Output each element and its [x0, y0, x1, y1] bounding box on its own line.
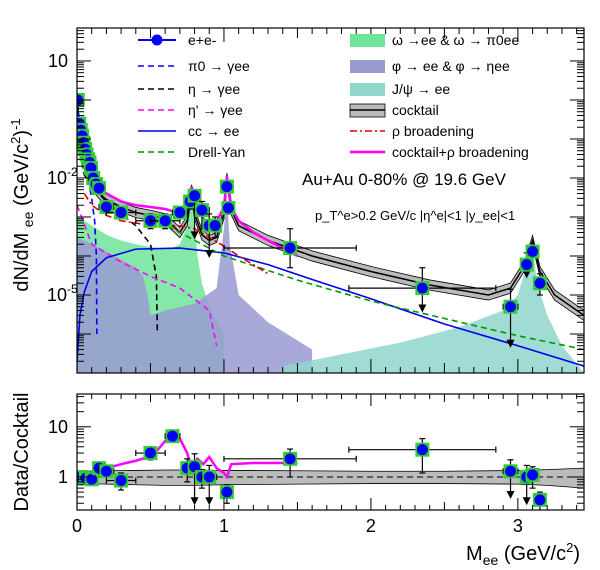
x-tick-label: 1: [219, 516, 229, 536]
x-tick-label: 3: [513, 516, 523, 536]
data-point-marker: [534, 277, 546, 289]
data-point-marker: [189, 190, 201, 202]
x-axis-title: Mee (GeV/c2): [466, 540, 580, 568]
legend-swatch-ee-ee: [350, 60, 385, 73]
bottom-panel: 0 1 2 3 1 10 Data/Cocktail Mee (GeV/c2): [11, 393, 585, 568]
bottom-y-axis-title: Data/Cocktail: [11, 393, 33, 512]
x-tick-label: 0: [72, 516, 82, 536]
top-y-axis-title: dN/dM ee (GeV/c2)-1: [8, 118, 36, 291]
data-point-marker: [100, 201, 112, 213]
ratio-point-marker: [221, 486, 233, 498]
top-panel: 10 10-2 10-5 dN/dM ee (GeV/c2)-1 e+e-π0 → …: [8, 27, 585, 374]
legend-marker-dot: [151, 34, 163, 46]
data-point-marker: [284, 242, 296, 254]
cuts-annotation: p_T^e>0.2 GeV/c |η^e|<1 |y_ee|<1: [315, 208, 515, 223]
ratio-point-marker: [416, 444, 428, 456]
data-point-marker: [85, 162, 97, 174]
legend-label-cocktail-broadening: cocktail+ρ broadening: [392, 144, 529, 160]
ratio-point-upper-limit-arrow: [190, 497, 199, 506]
data-point-marker: [159, 215, 171, 227]
legend: e+e-π0 → γee η → γee η' → γee cc → ee Drell-…: [138, 32, 529, 160]
bottom-frame: [76, 393, 585, 511]
ratio-point-upper-limit-arrow: [205, 497, 214, 506]
data-point-upper-limit-arrow: [522, 270, 531, 279]
data-point-marker: [222, 202, 234, 214]
top-y-tick-labels: 10 10-2 10-5: [47, 51, 78, 305]
ratio-point-marker: [189, 461, 201, 473]
area-ee-ee: [77, 193, 313, 373]
top-y-ticks: [77, 27, 584, 374]
legend-label-cc-ee: cc → ee: [188, 123, 240, 139]
legend-label-cocktail: cocktail: [392, 102, 439, 118]
ratio-point-upper-limit-arrow: [522, 497, 531, 506]
data-point-marker: [115, 207, 127, 219]
y-tick-label: 10-5: [47, 282, 78, 305]
bottom-x-tick-labels: 0 1 2 3: [72, 516, 523, 536]
bottom-x-ticks: [76, 394, 578, 510]
data-point-marker: [527, 246, 539, 258]
line-drell-yan: [150, 216, 584, 351]
data-point-marker: [93, 182, 105, 194]
ratio-point-marker: [203, 471, 215, 483]
y-tick-label: 10: [48, 51, 68, 71]
ratio-point-marker: [527, 469, 539, 481]
legend-label-broadening: ρ broadening: [392, 123, 474, 139]
ratio-point-marker: [284, 453, 296, 465]
ratio-point-upper-limit-arrow: [506, 490, 515, 499]
legend-label-ee: η → γee: [188, 81, 240, 97]
legend-label-drell-yan: Drell-Yan: [188, 144, 245, 160]
ratio-point-marker: [505, 465, 517, 477]
ratio-point-marker: [144, 447, 156, 459]
legend-label-j-ee: J/ψ → ee: [392, 81, 450, 97]
legend-label-e-e: e+e-: [188, 32, 217, 48]
legend-swatch-ee-0ee: [350, 34, 385, 47]
data-point-marker: [174, 207, 186, 219]
y-tick-label: 10-2: [47, 165, 78, 188]
bottom-y-ticks: [77, 396, 584, 504]
ratio-point-marker: [167, 430, 179, 442]
line-cc-ee: [77, 247, 584, 367]
legend-label-ee: η' → γee: [188, 102, 243, 118]
line-ee: [77, 142, 159, 335]
data-point-upper-limit-arrow: [418, 304, 427, 313]
legend-swatch-j-ee: [350, 83, 385, 96]
data-point-upper-limit-arrow: [506, 339, 515, 348]
ratio-point-marker: [100, 465, 112, 477]
top-frame: [76, 27, 585, 374]
data-point-marker: [221, 181, 233, 193]
data-point-marker: [521, 259, 533, 271]
ratio-point-marker: [534, 494, 546, 506]
data-point-marker: [209, 220, 221, 232]
legend-label-0-ee: π0 → γee: [188, 58, 250, 74]
legend-label-ee-0ee: ω →ee & ω → π0ee: [392, 32, 519, 48]
data-point-marker: [416, 282, 428, 294]
ratio-point-marker: [86, 473, 98, 485]
ratio-point-marker: [115, 475, 127, 487]
data-point-marker: [505, 301, 517, 313]
data-point-upper-limit-arrow: [205, 249, 214, 258]
system-annotation: Au+Au 0-80% @ 19.6 GeV: [302, 170, 507, 189]
line-broadening: [83, 193, 269, 275]
top-x-ticks: [76, 28, 578, 373]
line-ee: [77, 204, 218, 346]
y-tick-label: 10: [48, 417, 68, 437]
x-tick-label: 2: [366, 516, 376, 536]
legend-label-ee-ee: φ → ee & φ → ηee: [392, 58, 510, 74]
bottom-y-tick-labels: 1 10: [48, 417, 68, 487]
data-point-marker: [196, 204, 208, 216]
y-tick-label: 1: [58, 467, 68, 487]
data-point-upper-limit-arrow: [190, 231, 199, 240]
